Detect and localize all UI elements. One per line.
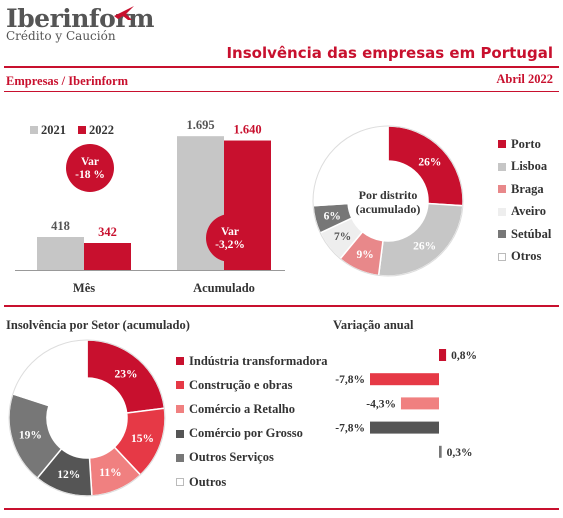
sector-slice-label-1: 15%: [131, 433, 154, 445]
sector-legend-label-3: Comércio por Grosso: [189, 426, 303, 441]
district-legend-label-3: Aveiro: [511, 204, 546, 219]
sector-chart-title: Insolvência por Setor (acumulado): [6, 318, 190, 332]
district-legend-label-0: Porto: [511, 136, 541, 151]
district-legend-swatch-5: [498, 252, 506, 261]
district-slice-label-3: 7%: [334, 231, 351, 243]
subheader-rule: [4, 91, 559, 92]
bar-legend-label-2021: 2021: [41, 123, 66, 137]
page-title: Insolvência das empresas em Portugal: [226, 44, 553, 62]
bar-legend-swatch-2021: [30, 126, 38, 134]
variation-label-2: -4,3%: [366, 398, 396, 410]
bar-value-label-2022-0: 342: [98, 225, 117, 239]
district-legend-label-5: Otros: [511, 249, 542, 264]
district-legend-swatch-4: [498, 230, 506, 239]
district-center-line2: (acumulado): [356, 202, 421, 216]
var-badge-0: [66, 144, 114, 192]
sector-legend-swatch-1: [176, 381, 184, 390]
sector-slice-label-0: 23%: [115, 369, 138, 381]
sector-legend-item-5: Outros: [176, 470, 328, 494]
brand-subtitle: Crédito y Caución: [6, 29, 116, 43]
bar-value-label-2022-1: 1.640: [233, 123, 261, 137]
bar-value-label-2021-0: 418: [51, 219, 70, 233]
var-badge-line2-0: -18 %: [75, 169, 105, 181]
sector-outline: [8, 339, 166, 497]
district-legend-label-4: Setúbal: [511, 226, 552, 241]
district-legend-swatch-0: [498, 140, 506, 149]
variation-label-3: -7,8%: [335, 423, 365, 435]
variation-bar-0: [439, 349, 447, 361]
footer-rule: [4, 508, 559, 510]
variation-bar-chart: 0,8%-7,8%-4,3%-7,8%0,3%: [335, 349, 477, 459]
bar-category-label-0: Mês: [73, 281, 95, 295]
sector-legend-item-4: Outros Serviços: [176, 446, 328, 470]
sector-legend-item-2: Comércio a Retalho: [176, 397, 328, 421]
period-label: Abril 2022: [496, 72, 553, 86]
bar-2021-0: [37, 237, 84, 270]
sector-donut-chart: 23% 15% 11% 12% 19%: [8, 339, 166, 497]
district-outline: [312, 125, 464, 277]
sector-legend-swatch-5: [176, 478, 184, 487]
var-badge-line2-1: -3,2%: [215, 239, 245, 251]
district-center-line1: Por distrito: [359, 188, 418, 202]
district-slice-label-0: 26%: [418, 157, 441, 169]
district-legend-item-1: Lisboa: [498, 156, 551, 179]
sector-legend-item-3: Comércio por Grosso: [176, 422, 328, 446]
sector-legend-label-1: Construção e obras: [189, 377, 293, 392]
district-legend-item-2: Braga: [498, 178, 551, 201]
variation-chart-title: Variação anual: [333, 318, 414, 332]
variation-bar-2: [400, 397, 439, 410]
sector-slice-label-2: 11%: [99, 467, 121, 479]
section-rule: [4, 305, 559, 307]
variation-bar-1: [370, 373, 439, 386]
district-donut-chart: 26% 26% 9% 7% 6% Por distrito(acumulado): [312, 125, 464, 277]
plane-icon: [114, 6, 134, 20]
var-badge-line1-0: Var: [81, 156, 99, 168]
variation-label-4: 0,3%: [447, 447, 473, 459]
sector-slice-label-4: 19%: [19, 429, 42, 441]
sector-legend-label-5: Outros: [189, 474, 227, 489]
sector-legend-item-0: Indústria transformadora: [176, 349, 328, 373]
bar-value-label-2021-1: 1.695: [186, 118, 214, 132]
bar-legend-swatch-2022: [78, 126, 86, 134]
district-slice-label-1: 26%: [413, 240, 436, 252]
district-legend-item-0: Porto: [498, 133, 551, 156]
source-label: Empresas / Iberinform: [6, 74, 128, 88]
sector-legend-swatch-2: [176, 405, 184, 414]
district-legend: Porto Lisboa Braga Aveiro Setúbal Otros: [498, 133, 551, 268]
sector-legend-swatch-3: [176, 429, 184, 438]
sector-slice-label-3: 12%: [57, 469, 80, 481]
var-badge-1: [206, 214, 254, 262]
header-rule: [4, 66, 559, 68]
variation-label-0: 0,8%: [451, 350, 477, 362]
district-legend-swatch-3: [498, 207, 506, 216]
bar-legend-label-2022: 2022: [89, 123, 114, 137]
district-slice-label-4: 6%: [324, 210, 341, 222]
district-legend-item-5: Otros: [498, 246, 551, 269]
district-legend-label-2: Braga: [511, 181, 544, 196]
sector-legend-swatch-0: [176, 357, 184, 366]
sector-legend-item-1: Construção e obras: [176, 373, 328, 397]
district-slice-label-2: 9%: [357, 249, 374, 261]
variation-label-1: -7,8%: [335, 374, 365, 386]
var-badge-line1-1: Var: [221, 226, 239, 238]
bar-category-label-1: Acumulado: [193, 281, 255, 295]
bar-2022-0: [84, 243, 131, 270]
sector-legend-label-4: Outros Serviços: [189, 450, 274, 465]
district-legend-swatch-2: [498, 185, 506, 194]
district-legend-item-3: Aveiro: [498, 201, 551, 224]
variation-bar-4: [439, 445, 442, 458]
district-legend-swatch-1: [498, 162, 506, 171]
variation-bar-3: [370, 421, 439, 434]
sector-legend-label-0: Indústria transformadora: [189, 353, 328, 368]
district-legend-item-4: Setúbal: [498, 223, 551, 246]
sector-legend-swatch-4: [176, 453, 184, 462]
district-legend-label-1: Lisboa: [511, 159, 548, 174]
sector-legend-label-2: Comércio a Retalho: [189, 401, 295, 416]
sector-legend: Indústria transformadora Construção e obr…: [176, 349, 328, 494]
